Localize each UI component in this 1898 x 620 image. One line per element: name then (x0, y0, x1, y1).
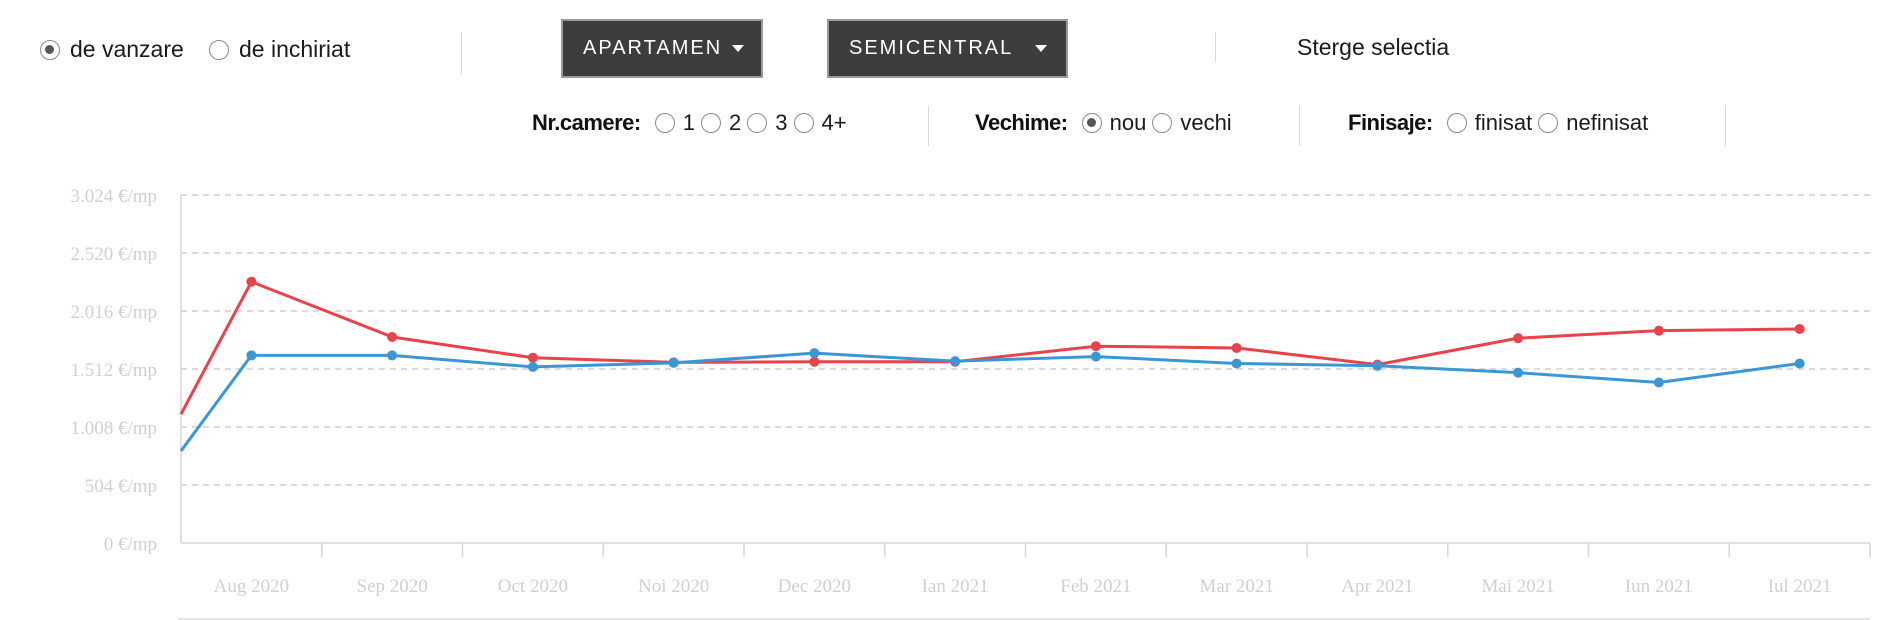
radio-circle[interactable] (209, 39, 229, 60)
finish-label: Finisaje: (1348, 110, 1433, 135)
y-tick-label: 0 €/mp (104, 534, 157, 555)
rooms-filter: Nr.camere: 1 2 3 4+ (532, 110, 853, 136)
caret-down-icon (732, 45, 745, 52)
radio-rooms-2[interactable] (701, 113, 721, 133)
data-point[interactable] (950, 356, 961, 367)
x-tick-label: Ian 2021 (922, 576, 989, 597)
data-point[interactable] (1513, 367, 1524, 378)
data-point[interactable] (809, 348, 820, 359)
data-point[interactable] (1653, 377, 1664, 388)
data-point[interactable] (1794, 323, 1805, 334)
y-axis: 0 €/mp 504 €/mp 1.008 €/mp 1.512 €/mp 2.016 … (70, 186, 182, 555)
data-point[interactable] (1231, 342, 1242, 353)
radio-label: 4+ (821, 110, 847, 135)
divider (1215, 32, 1216, 62)
data-point[interactable] (387, 332, 398, 343)
radio-rooms-1[interactable] (654, 113, 675, 133)
radio-label: finisat (1474, 110, 1533, 135)
y-tick-label: 1.008 €/mp (70, 418, 157, 439)
data-point[interactable] (527, 352, 538, 363)
dropdown-label: APARTAMEN (583, 37, 723, 59)
radio-de-inchiriat[interactable]: de inchiriat (209, 36, 350, 63)
data-point[interactable] (1372, 360, 1383, 371)
clear-selection-button[interactable]: Sterge selectia (1297, 34, 1450, 60)
data-point[interactable] (246, 350, 257, 361)
x-tick-label: Mai 2021 (1481, 576, 1554, 597)
data-point[interactable] (1513, 333, 1524, 344)
x-tick-label: Mar 2021 (1199, 576, 1273, 597)
radio-label: 3 (775, 110, 788, 135)
x-tick-label: Iun 2021 (1625, 576, 1693, 597)
divider (1299, 106, 1300, 146)
data-point[interactable] (1231, 358, 1242, 369)
data-point[interactable] (246, 276, 257, 287)
divider (461, 32, 462, 74)
radio-label: 1 (682, 110, 695, 135)
radio-finish-finisat[interactable] (1446, 113, 1467, 133)
age-label: Vechime: (975, 110, 1068, 135)
data-point[interactable] (668, 357, 679, 368)
radio-label: de inchiriat (239, 36, 351, 62)
x-tick-label: Oct 2020 (498, 576, 568, 597)
chart-grid (181, 194, 1870, 486)
dropdown-label: SEMICENTRAL (849, 37, 1014, 59)
finish-filter: Finisaje: finisat nefinisat (1348, 110, 1654, 136)
caret-down-icon (1035, 45, 1048, 52)
x-tick-label: Iul 2021 (1768, 576, 1832, 597)
y-tick-label: 2.016 €/mp (70, 302, 157, 323)
divider (1725, 106, 1726, 146)
radio-de-vanzare[interactable]: de vanzare (40, 36, 184, 63)
chart-series (179, 276, 1805, 452)
y-tick-label: 2.520 €/mp (70, 244, 157, 265)
x-tick-label: Apr 2021 (1341, 576, 1413, 597)
data-point[interactable] (387, 350, 398, 361)
series-line-1 (179, 280, 1800, 415)
radio-label: nou (1109, 110, 1147, 135)
y-tick-label: 504 €/mp (85, 476, 157, 497)
age-filter: Vechime: nou vechi (975, 110, 1238, 136)
data-point[interactable] (809, 356, 820, 367)
x-tick-label: Sep 2020 (357, 576, 428, 597)
x-tick-label: Noi 2020 (638, 576, 709, 597)
x-tick-label: Dec 2020 (778, 576, 851, 597)
x-tick-label: Aug 2020 (214, 576, 289, 597)
data-point[interactable] (1794, 358, 1805, 369)
zone-dropdown[interactable]: SEMICENTRAL (827, 19, 1068, 78)
radio-label: 2 (729, 110, 742, 135)
property-type-dropdown[interactable]: APARTAMEN (561, 19, 763, 78)
radio-label: de vanzare (70, 36, 184, 62)
radio-finish-nefinisat[interactable] (1538, 113, 1559, 133)
data-point[interactable] (1090, 341, 1101, 352)
radio-label: vechi (1180, 110, 1232, 135)
y-tick-label: 3.024 €/mp (70, 186, 157, 207)
radio-label: nefinisat (1566, 110, 1649, 135)
data-point[interactable] (1653, 325, 1664, 336)
radio-rooms-4plus[interactable] (793, 113, 814, 133)
radio-age-nou[interactable] (1081, 113, 1102, 133)
data-point[interactable] (527, 361, 538, 372)
series-line-2 (179, 351, 1800, 452)
y-tick-label: 1.512 €/mp (70, 360, 157, 381)
radio-rooms-3[interactable] (747, 113, 768, 133)
x-tick-label: Feb 2021 (1060, 576, 1131, 597)
divider (928, 106, 929, 146)
rooms-label: Nr.camere: (532, 110, 641, 135)
data-point[interactable] (1090, 351, 1101, 362)
radio-circle[interactable] (40, 39, 60, 60)
radio-age-vechi[interactable] (1152, 113, 1173, 133)
x-axis: Aug 2020 Sep 2020 Oct 2020 Noi 2020 Dec 2020… (178, 542, 1871, 620)
